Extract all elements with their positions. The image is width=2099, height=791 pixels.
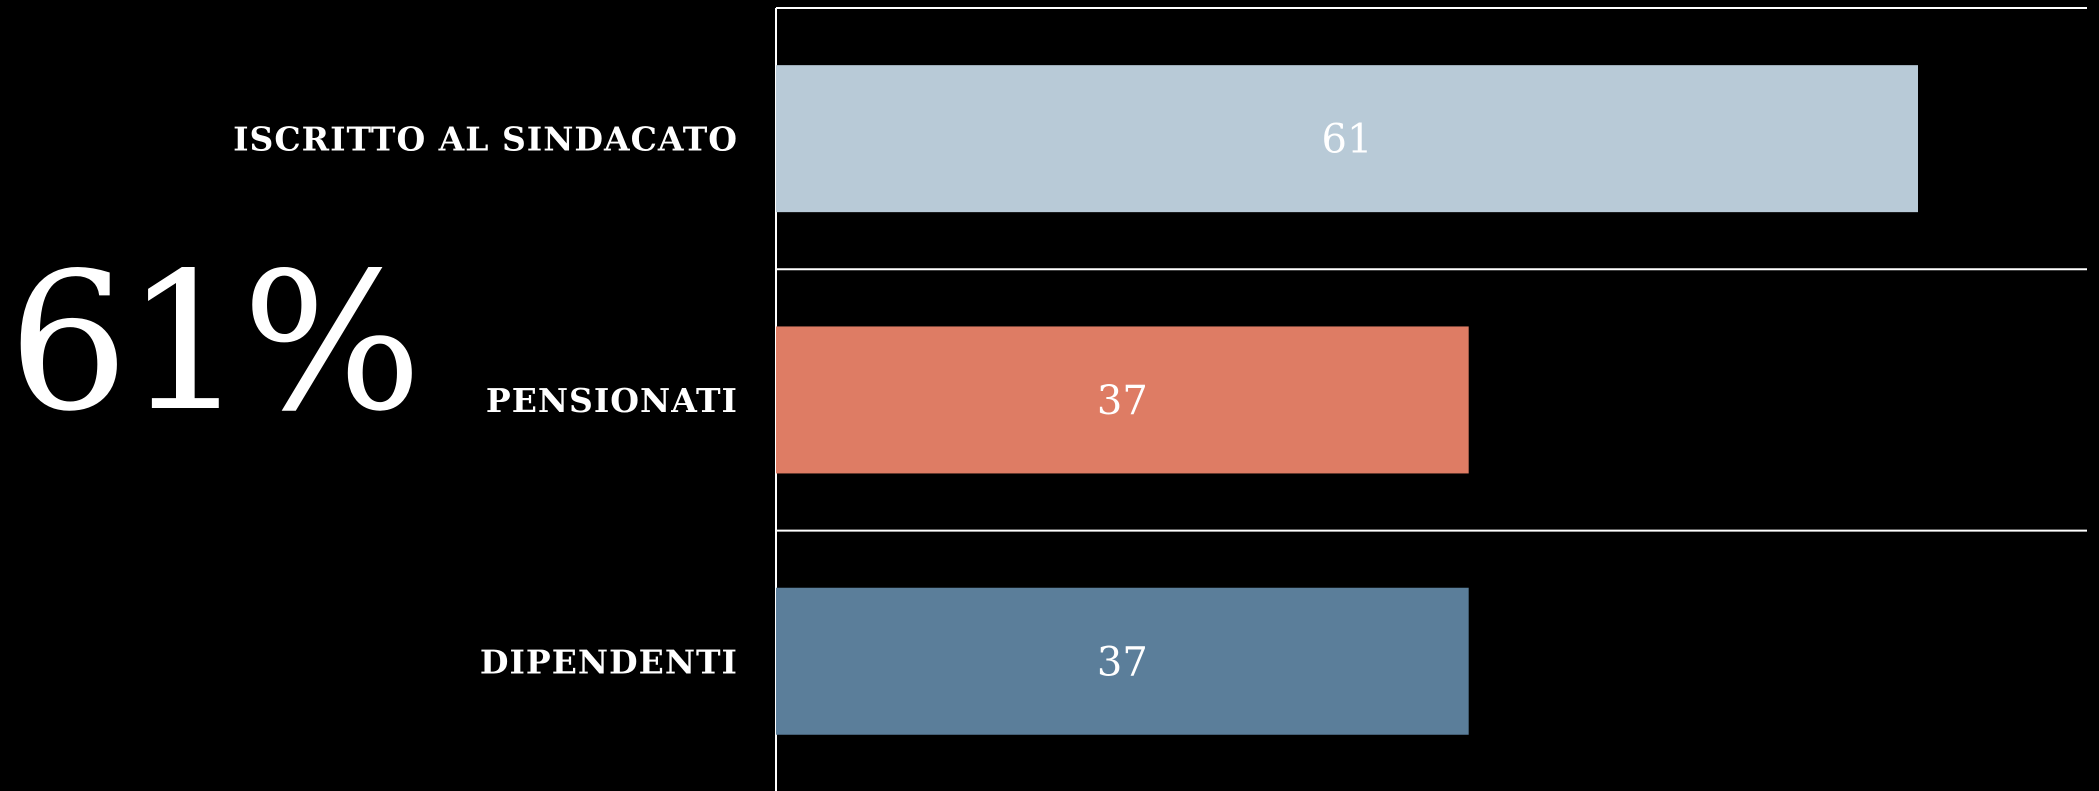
bar-pensionati: [776, 326, 1469, 474]
category-label: ISCRITTO AL SINDACATO: [233, 120, 738, 159]
highlight-percentage: 61%: [8, 232, 422, 453]
bar-iscritto-al-sindacato: [776, 65, 1918, 213]
category-label: PENSIONATI: [486, 381, 738, 420]
data-label: 37: [1097, 639, 1148, 685]
data-label: 37: [1097, 378, 1148, 424]
data-label: 61: [1322, 117, 1373, 163]
category-label: DIPENDENTI: [480, 642, 738, 681]
bar-dipendenti: [776, 587, 1469, 735]
